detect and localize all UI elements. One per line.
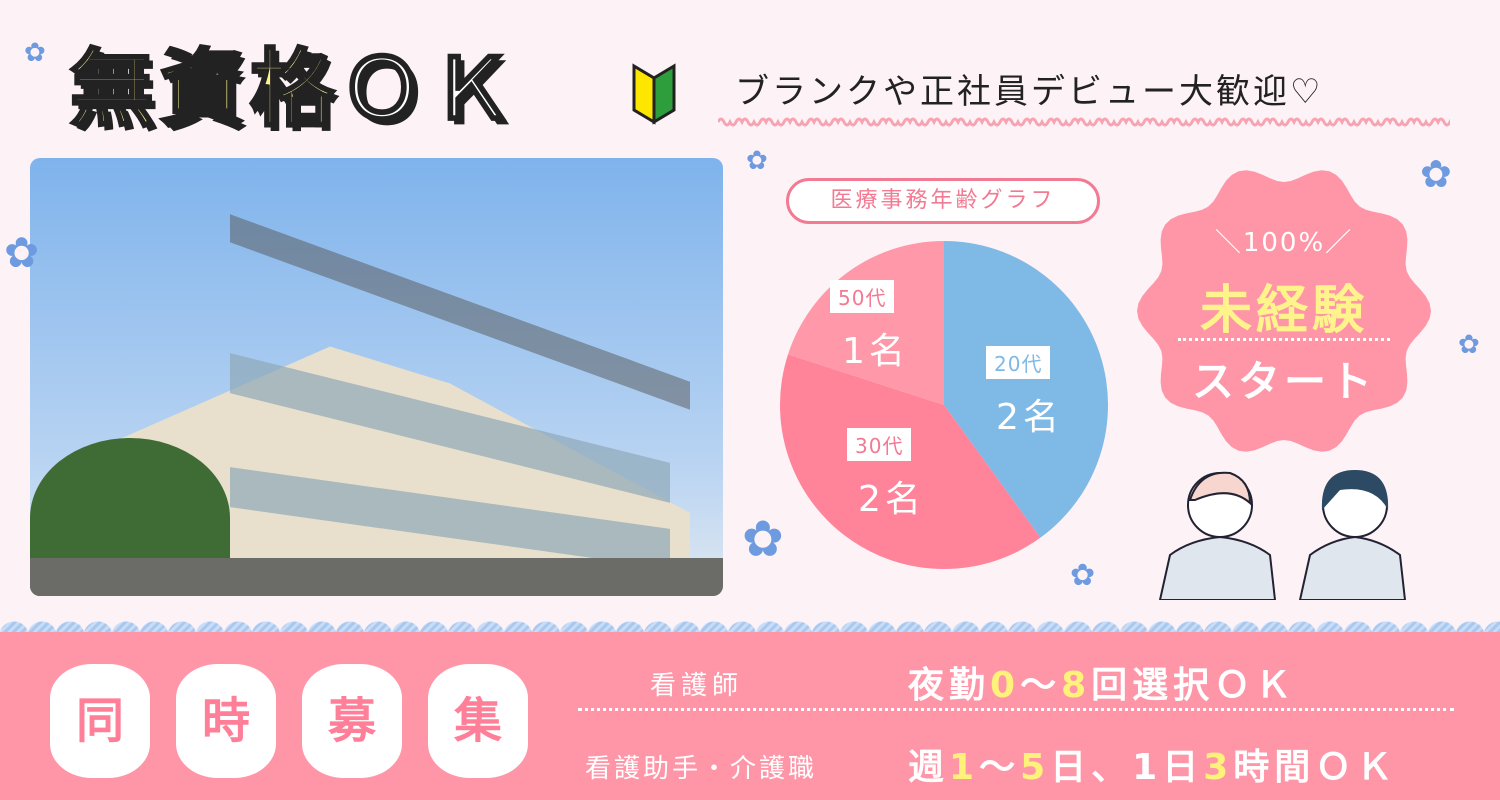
desc-seg: ～	[1020, 665, 1062, 706]
recruit-char: 集	[428, 664, 528, 778]
desc-seg: 0	[990, 665, 1021, 706]
desc-seg: 3	[1203, 747, 1234, 788]
desc-seg: 1	[949, 747, 980, 788]
desc-seg: 日、1日	[1050, 747, 1204, 788]
desc-seg: 回選択ＯＫ	[1091, 665, 1297, 706]
flower-icon: ✿	[746, 146, 768, 176]
label-30s: 30代	[847, 428, 912, 461]
headline: 無資格ＯＫ	[68, 22, 521, 143]
badge-divider	[1178, 338, 1390, 341]
pie-slice-50代	[788, 241, 944, 405]
staff-illustration	[1158, 470, 1407, 600]
role-assistant: 看護助手・介護職	[585, 754, 818, 784]
pie-slice-30代	[780, 354, 1041, 569]
headline-main: 無資格	[68, 39, 341, 140]
flower-icon: ✿	[24, 38, 46, 68]
value-30s: 2名	[858, 479, 925, 520]
badge-bottom: スタート	[1191, 357, 1376, 406]
beginner-mark-icon	[632, 63, 676, 125]
headline-ok: ＯＫ	[339, 39, 521, 140]
row-divider	[578, 708, 1454, 711]
flower-icon: ✿	[1420, 152, 1452, 196]
value-50s: 1名	[842, 331, 909, 372]
wave-divider	[718, 117, 1450, 127]
desc-nurse: 夜勤0～8回選択ＯＫ	[908, 656, 1296, 708]
subheadline: ブランクや正社員デビュー大歓迎♡	[735, 72, 1324, 112]
band-wave	[0, 618, 1500, 636]
desc-seg: 夜勤	[908, 665, 991, 706]
desc-assistant: 週1～5日、1日3時間ＯＫ	[908, 738, 1397, 790]
desc-seg: 時間ＯＫ	[1233, 747, 1398, 788]
age-pie-chart	[780, 241, 1108, 569]
flower-icon: ✿	[742, 510, 784, 568]
desc-seg: 8	[1061, 665, 1092, 706]
recruit-char: 同	[50, 664, 150, 778]
badge-percent: ＼100%／	[1214, 228, 1354, 258]
flower-icon: ✿	[1070, 558, 1096, 593]
chart-title: 医療事務年齢グラフ	[786, 178, 1100, 224]
desc-seg: ～	[979, 747, 1021, 788]
flower-icon: ✿	[1458, 330, 1480, 360]
desc-seg: 週	[908, 747, 950, 788]
desc-seg: 5	[1020, 747, 1051, 788]
label-20s: 20代	[986, 346, 1051, 379]
recruit-char: 募	[302, 664, 402, 778]
badge-main: 未経験	[1199, 281, 1368, 341]
label-50s: 50代	[830, 280, 895, 313]
recruit-char: 時	[176, 664, 276, 778]
scalloped-badge	[1137, 170, 1431, 452]
building-photo	[30, 158, 723, 596]
flower-icon: ✿	[4, 228, 40, 277]
value-20s: 2名	[996, 397, 1063, 438]
pie-slice-20代	[944, 241, 1108, 538]
role-nurse: 看護師	[650, 671, 744, 701]
